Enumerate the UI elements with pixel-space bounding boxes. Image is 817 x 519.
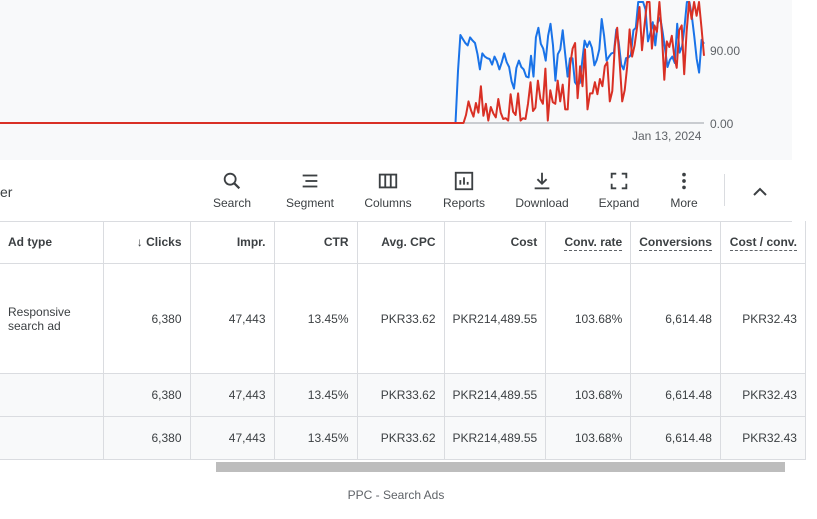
- horizontal-scrollbar[interactable]: [216, 462, 785, 472]
- collapse-button[interactable]: [748, 180, 772, 204]
- cell-cost-per-conv: PKR32.43: [720, 373, 806, 417]
- download-button[interactable]: Download: [507, 170, 577, 210]
- series-line-red: [0, 1, 705, 124]
- col-header-clicks-label: Clicks: [146, 235, 182, 249]
- sort-arrow-icon: ↓: [136, 235, 143, 249]
- expand-button[interactable]: Expand: [584, 170, 654, 210]
- search-icon: [197, 170, 267, 192]
- cell-cost-per-conv: PKR32.43: [720, 416, 806, 460]
- col-header-ctr[interactable]: CTR: [274, 221, 358, 264]
- more-button-label: More: [670, 196, 698, 210]
- cell-clicks: 6,380: [103, 263, 191, 374]
- ads-table: Ad type ↓ Clicks Impr. CTR Avg. CPC Cost…: [0, 221, 806, 460]
- cell-cost-per-conv: PKR32.43: [720, 263, 806, 374]
- toolbar-divider: [724, 174, 725, 206]
- col-header-cost-per-conv[interactable]: Cost / conv.: [720, 221, 806, 264]
- columns-button-label: Columns: [364, 196, 412, 210]
- reports-button-label: Reports: [442, 196, 486, 210]
- chevron-up-icon: [753, 187, 767, 196]
- cell-conversions: 6,614.48: [630, 373, 721, 417]
- cost-per-conv-label: Cost / conv.: [729, 235, 797, 251]
- download-button-label: Download: [515, 196, 569, 210]
- more-button[interactable]: More: [649, 170, 719, 210]
- cell-conv-rate: 103.68%: [545, 263, 632, 374]
- x-tick-date: Jan 13, 2024: [632, 129, 702, 143]
- cell-clicks: 6,380: [103, 373, 191, 417]
- y-tick-0: 0.00: [710, 117, 734, 131]
- segment-button[interactable]: Segment: [275, 170, 345, 210]
- col-header-ad-type[interactable]: Ad type: [0, 221, 104, 264]
- col-header-cost[interactable]: Cost: [444, 221, 547, 264]
- expand-icon: [584, 170, 654, 192]
- col-header-conv-rate[interactable]: Conv. rate: [545, 221, 632, 264]
- cell-avg-cpc: PKR33.62: [357, 263, 445, 374]
- cell-ad-type: [0, 373, 104, 417]
- series-line-blue: [0, 1, 705, 124]
- performance-chart: 90.00 0.00 Jan 13, 2024: [0, 0, 792, 160]
- total-row: 6,380 47,443 13.45% PKR33.62 PKR214,489.…: [0, 416, 806, 460]
- segment-button-label: Segment: [285, 196, 335, 210]
- search-button[interactable]: Search: [197, 170, 267, 210]
- table-header-row: Ad type ↓ Clicks Impr. CTR Avg. CPC Cost…: [0, 221, 806, 264]
- cell-impr: 47,443: [190, 373, 275, 417]
- col-header-clicks[interactable]: ↓ Clicks: [103, 221, 191, 264]
- more-vert-icon: [649, 170, 719, 192]
- search-button-label: Search: [212, 196, 252, 210]
- reports-icon: [429, 170, 499, 192]
- col-header-conversions[interactable]: Conversions: [630, 221, 721, 264]
- reports-button[interactable]: Reports: [429, 170, 499, 210]
- expand-button-label: Expand: [598, 196, 640, 210]
- caption: PPC - Search Ads: [347, 488, 445, 502]
- y-tick-90: 90.00: [710, 44, 741, 58]
- download-icon: [507, 170, 577, 192]
- cell-conv-rate: 103.68%: [545, 373, 632, 417]
- table-row: Responsive search ad 6,380 47,443 13.45%…: [0, 263, 806, 374]
- cell-avg-cpc: PKR33.62: [357, 373, 445, 417]
- cell-ad-type: [0, 416, 104, 460]
- conv-rate-label: Conv. rate: [564, 235, 623, 251]
- segment-icon: [275, 170, 345, 192]
- columns-icon: [353, 170, 423, 192]
- columns-button[interactable]: Columns: [353, 170, 423, 210]
- total-row: 6,380 47,443 13.45% PKR33.62 PKR214,489.…: [0, 373, 806, 417]
- cell-ctr: 13.45%: [274, 416, 358, 460]
- conversions-label: Conversions: [639, 235, 712, 251]
- cell-conversions: 6,614.48: [630, 263, 721, 374]
- cell-conv-rate: 103.68%: [545, 416, 632, 460]
- cell-conversions: 6,614.48: [630, 416, 721, 460]
- cell-ad-type: Responsive search ad: [0, 263, 104, 374]
- col-header-avg-cpc[interactable]: Avg. CPC: [357, 221, 445, 264]
- cell-cost: PKR214,489.55: [444, 416, 547, 460]
- cell-ctr: 13.45%: [274, 373, 358, 417]
- chart-svg: [0, 1, 705, 124]
- table-toolbar: er Search Segment Columns Reports Downlo…: [0, 160, 792, 222]
- cell-cost: PKR214,489.55: [444, 263, 547, 374]
- col-header-impr[interactable]: Impr.: [190, 221, 275, 264]
- cell-cost: PKR214,489.55: [444, 373, 547, 417]
- cell-ctr: 13.45%: [274, 263, 358, 374]
- cell-impr: 47,443: [190, 263, 275, 374]
- cell-clicks: 6,380: [103, 416, 191, 460]
- cell-avg-cpc: PKR33.62: [357, 416, 445, 460]
- cell-impr: 47,443: [190, 416, 275, 460]
- filter-label: er: [0, 184, 13, 200]
